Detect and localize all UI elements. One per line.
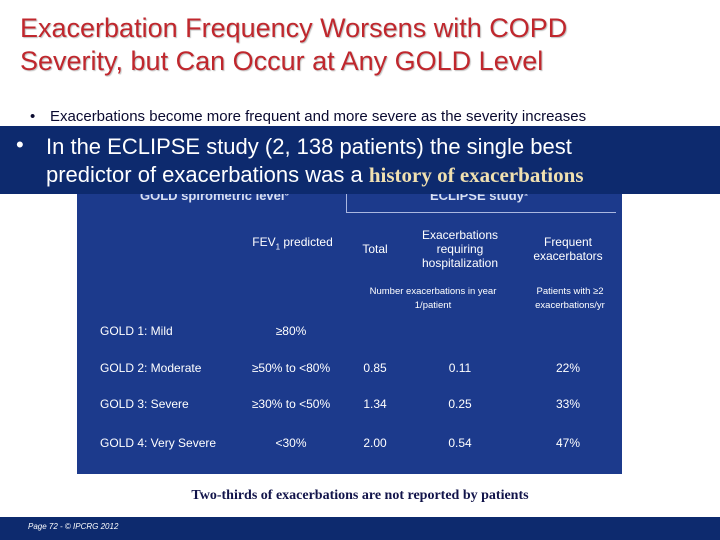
row-4-hosp: 0.54 — [448, 436, 472, 450]
banner-line-1: In the ECLIPSE study (2, 138 patients) t… — [46, 134, 572, 159]
row-4-freq: 47% — [555, 436, 581, 450]
banner-marker: • — [16, 132, 24, 157]
bullet-marker: • — [30, 108, 36, 125]
row-3-hosp: 0.25 — [448, 397, 472, 411]
page-number: Page 72 - © IPCRG 2012 — [28, 522, 119, 531]
unit-patients: Patients with ≥2 exacerbations/yr — [535, 286, 605, 311]
header-divider-horizontal — [346, 212, 616, 213]
footnote: Two-thirds of exacerbations are not repo… — [191, 488, 529, 503]
group-header-eclipse: ECLIPSE study¹ — [430, 194, 529, 203]
row-1-level: GOLD 1: Mild — [100, 324, 173, 338]
row-3-total: 1.34 — [363, 397, 387, 411]
unit-number-exacerbations: Number exacerbations in year 1/patient — [369, 286, 497, 311]
title-line-1: Exacerbation Frequency Worsens with COPD — [20, 13, 568, 43]
column-header-total: Total — [362, 242, 388, 256]
row-2-fev: ≥50% to <80% — [251, 361, 331, 375]
row-3-level: GOLD 3: Severe — [100, 397, 189, 411]
banner-line-2-prefix: predictor of exacerbations was a — [46, 162, 363, 187]
slide-title: Exacerbation Frequency Worsens with COPD… — [20, 12, 710, 78]
row-4-level: GOLD 4: Very Severe — [100, 436, 217, 450]
row-4-fev: <30% — [275, 436, 307, 450]
eclipse-banner: • In the ECLIPSE study (2, 138 patients)… — [0, 126, 720, 194]
footer-bar: Page 72 - © IPCRG 2012 — [0, 517, 720, 540]
eclipse-table — [77, 194, 622, 474]
banner-highlight: history of exacerbations — [368, 163, 584, 187]
row-3-fev: ≥30% to <50% — [251, 397, 331, 411]
column-header-frequent: Frequent exacerbators — [533, 235, 603, 263]
row-3-freq: 33% — [555, 397, 581, 411]
row-2-level: GOLD 2: Moderate — [100, 361, 202, 375]
row-2-hosp: 0.11 — [448, 361, 472, 375]
row-1-fev: ≥80% — [275, 324, 307, 338]
title-line-2: Severity, but Can Occur at Any GOLD Leve… — [20, 46, 544, 76]
column-header-hospitalization: Exacerbations requiring hospitalization — [421, 228, 499, 270]
row-2-total: 0.85 — [363, 361, 387, 375]
row-2-freq: 22% — [555, 361, 581, 375]
banner-line-2: predictor of exacerbations was a history… — [46, 162, 584, 188]
bullet-text: Exacerbations become more frequent and m… — [50, 108, 587, 125]
group-header-gold: GOLD spirometric level³ — [140, 194, 289, 203]
row-4-total: 2.00 — [363, 436, 387, 450]
header-divider-vertical — [346, 194, 347, 212]
column-header-fev1: FEV1 predicted — [252, 235, 333, 252]
